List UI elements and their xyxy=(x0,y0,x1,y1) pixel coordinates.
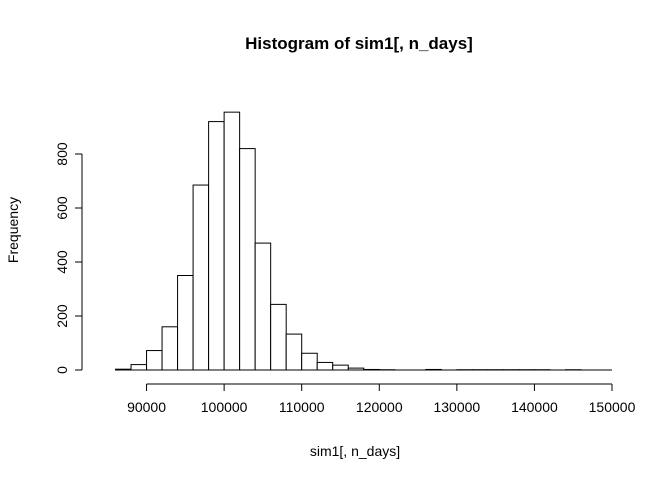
x-tick-label: 110000 xyxy=(279,399,325,415)
histogram-bar xyxy=(239,148,256,371)
bars-group xyxy=(115,111,612,371)
y-axis: 0 200 400 600 800 xyxy=(54,142,83,374)
histogram-bar xyxy=(146,350,163,371)
chart-title: Histogram of sim1[, n_days] xyxy=(245,34,473,53)
y-tick-label: 400 xyxy=(54,250,70,274)
y-tick-label: 600 xyxy=(54,196,70,220)
histogram-bar xyxy=(177,275,194,371)
x-tick-label: 150000 xyxy=(589,399,636,415)
histogram-bar xyxy=(316,361,334,371)
histogram-bar xyxy=(192,184,210,371)
histogram-bar xyxy=(332,364,349,371)
y-axis-label: Frequency xyxy=(5,197,21,263)
y-tick-label: 800 xyxy=(54,142,70,166)
histogram-bar xyxy=(254,242,272,371)
histogram-bar xyxy=(130,364,148,371)
y-tick-label: 200 xyxy=(54,304,70,328)
x-tick-label: 130000 xyxy=(433,399,480,415)
x-axis-label: sim1[, n_days] xyxy=(310,443,400,459)
histogram-bar xyxy=(223,111,241,371)
x-tick-label: 120000 xyxy=(356,399,403,415)
x-tick-label: 90000 xyxy=(127,399,166,415)
x-axis: 90000 100000 110000 120000 130000 140000 15000… xyxy=(127,383,636,415)
x-tick-label: 140000 xyxy=(511,399,558,415)
histogram-bar xyxy=(208,121,225,371)
histogram-bar xyxy=(301,352,318,371)
x-tick-label: 100000 xyxy=(201,399,248,415)
histogram-bar xyxy=(270,303,287,371)
histogram-bar xyxy=(285,333,303,371)
y-tick-label: 0 xyxy=(54,366,70,374)
histogram-bar xyxy=(161,326,179,371)
